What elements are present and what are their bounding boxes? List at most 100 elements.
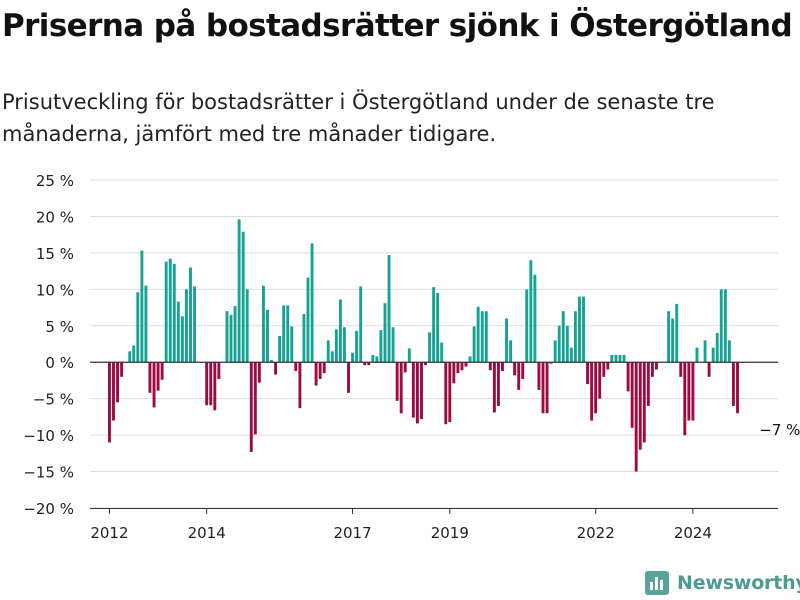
bar [261,285,265,363]
y-tick-label: −20 % [23,500,74,518]
bar [132,345,136,363]
bar [505,318,508,363]
bar [330,351,334,363]
bar [683,362,687,436]
x-tick-label: 2022 [577,524,615,542]
bar [225,311,229,363]
bar [630,362,634,428]
bar [233,306,237,363]
bar [148,362,152,393]
bar [322,362,326,374]
bar [675,303,679,363]
bar [646,362,650,406]
bar [594,362,598,414]
bar [428,332,431,363]
bar [509,340,513,363]
bar [399,362,403,414]
bar [501,362,504,371]
brand-name: Newsworthy [677,572,800,594]
y-tick-label: 20 % [36,208,74,226]
bar [302,314,306,363]
bar [626,362,630,392]
bar [719,289,723,363]
x-tick-label: 2019 [431,524,469,542]
bar [266,309,269,363]
bar [245,289,249,363]
y-tick-label: 5 % [45,318,74,336]
bar [525,289,529,363]
bar [456,362,460,374]
bar [120,362,124,377]
bar [363,362,367,366]
bar [257,362,261,383]
bar [679,362,683,377]
bar [310,243,314,363]
bar [578,296,581,363]
bar [229,314,233,363]
bar [444,362,448,425]
bar [610,354,614,363]
bar [249,362,253,452]
bar [634,362,638,472]
bar [164,261,168,363]
bar [253,362,257,435]
bar [464,362,468,367]
bar [582,296,585,363]
x-tick-label: 2014 [188,524,226,542]
bar [687,362,691,421]
bar [334,329,338,363]
bar [573,311,577,363]
bar [403,362,407,373]
y-tick-label: 0 % [45,354,74,372]
bar [383,303,387,363]
bar [351,352,355,363]
bar [420,362,423,420]
bar [723,289,727,363]
bar [209,362,213,406]
bar [618,354,622,363]
bar [602,362,606,377]
bar [168,258,172,363]
bar [436,292,440,363]
bar [517,362,521,390]
bar [395,362,399,401]
bar [116,362,120,403]
x-tick-label: 2024 [674,524,712,542]
bar [468,356,472,363]
bar [715,333,719,363]
bar [432,287,436,363]
bar [241,231,245,363]
bar [731,362,735,406]
bar [695,347,699,363]
bar [152,362,156,408]
bar [298,362,302,409]
bar [650,362,654,377]
bar [286,305,290,363]
bar [472,326,476,363]
bar [160,362,164,380]
bar [112,362,115,421]
x-tick-label: 2012 [90,524,128,542]
bar [411,362,415,418]
bar [496,362,500,406]
bar [642,362,646,443]
bar [415,362,419,424]
bar [541,362,545,414]
bar [107,362,111,443]
bar [565,325,569,363]
y-tick-label: 10 % [36,281,74,299]
y-tick-label: 15 % [36,245,74,263]
bar [622,354,626,363]
newsworthy-logo[interactable]: Newsworthy [645,571,800,595]
bar [488,362,492,371]
bar [144,285,148,363]
bar [387,255,391,363]
bar [549,362,553,364]
bar [424,362,427,366]
bar [189,267,192,363]
bar [521,362,525,379]
bar [294,362,298,371]
bar [205,362,209,406]
bar [176,301,180,363]
